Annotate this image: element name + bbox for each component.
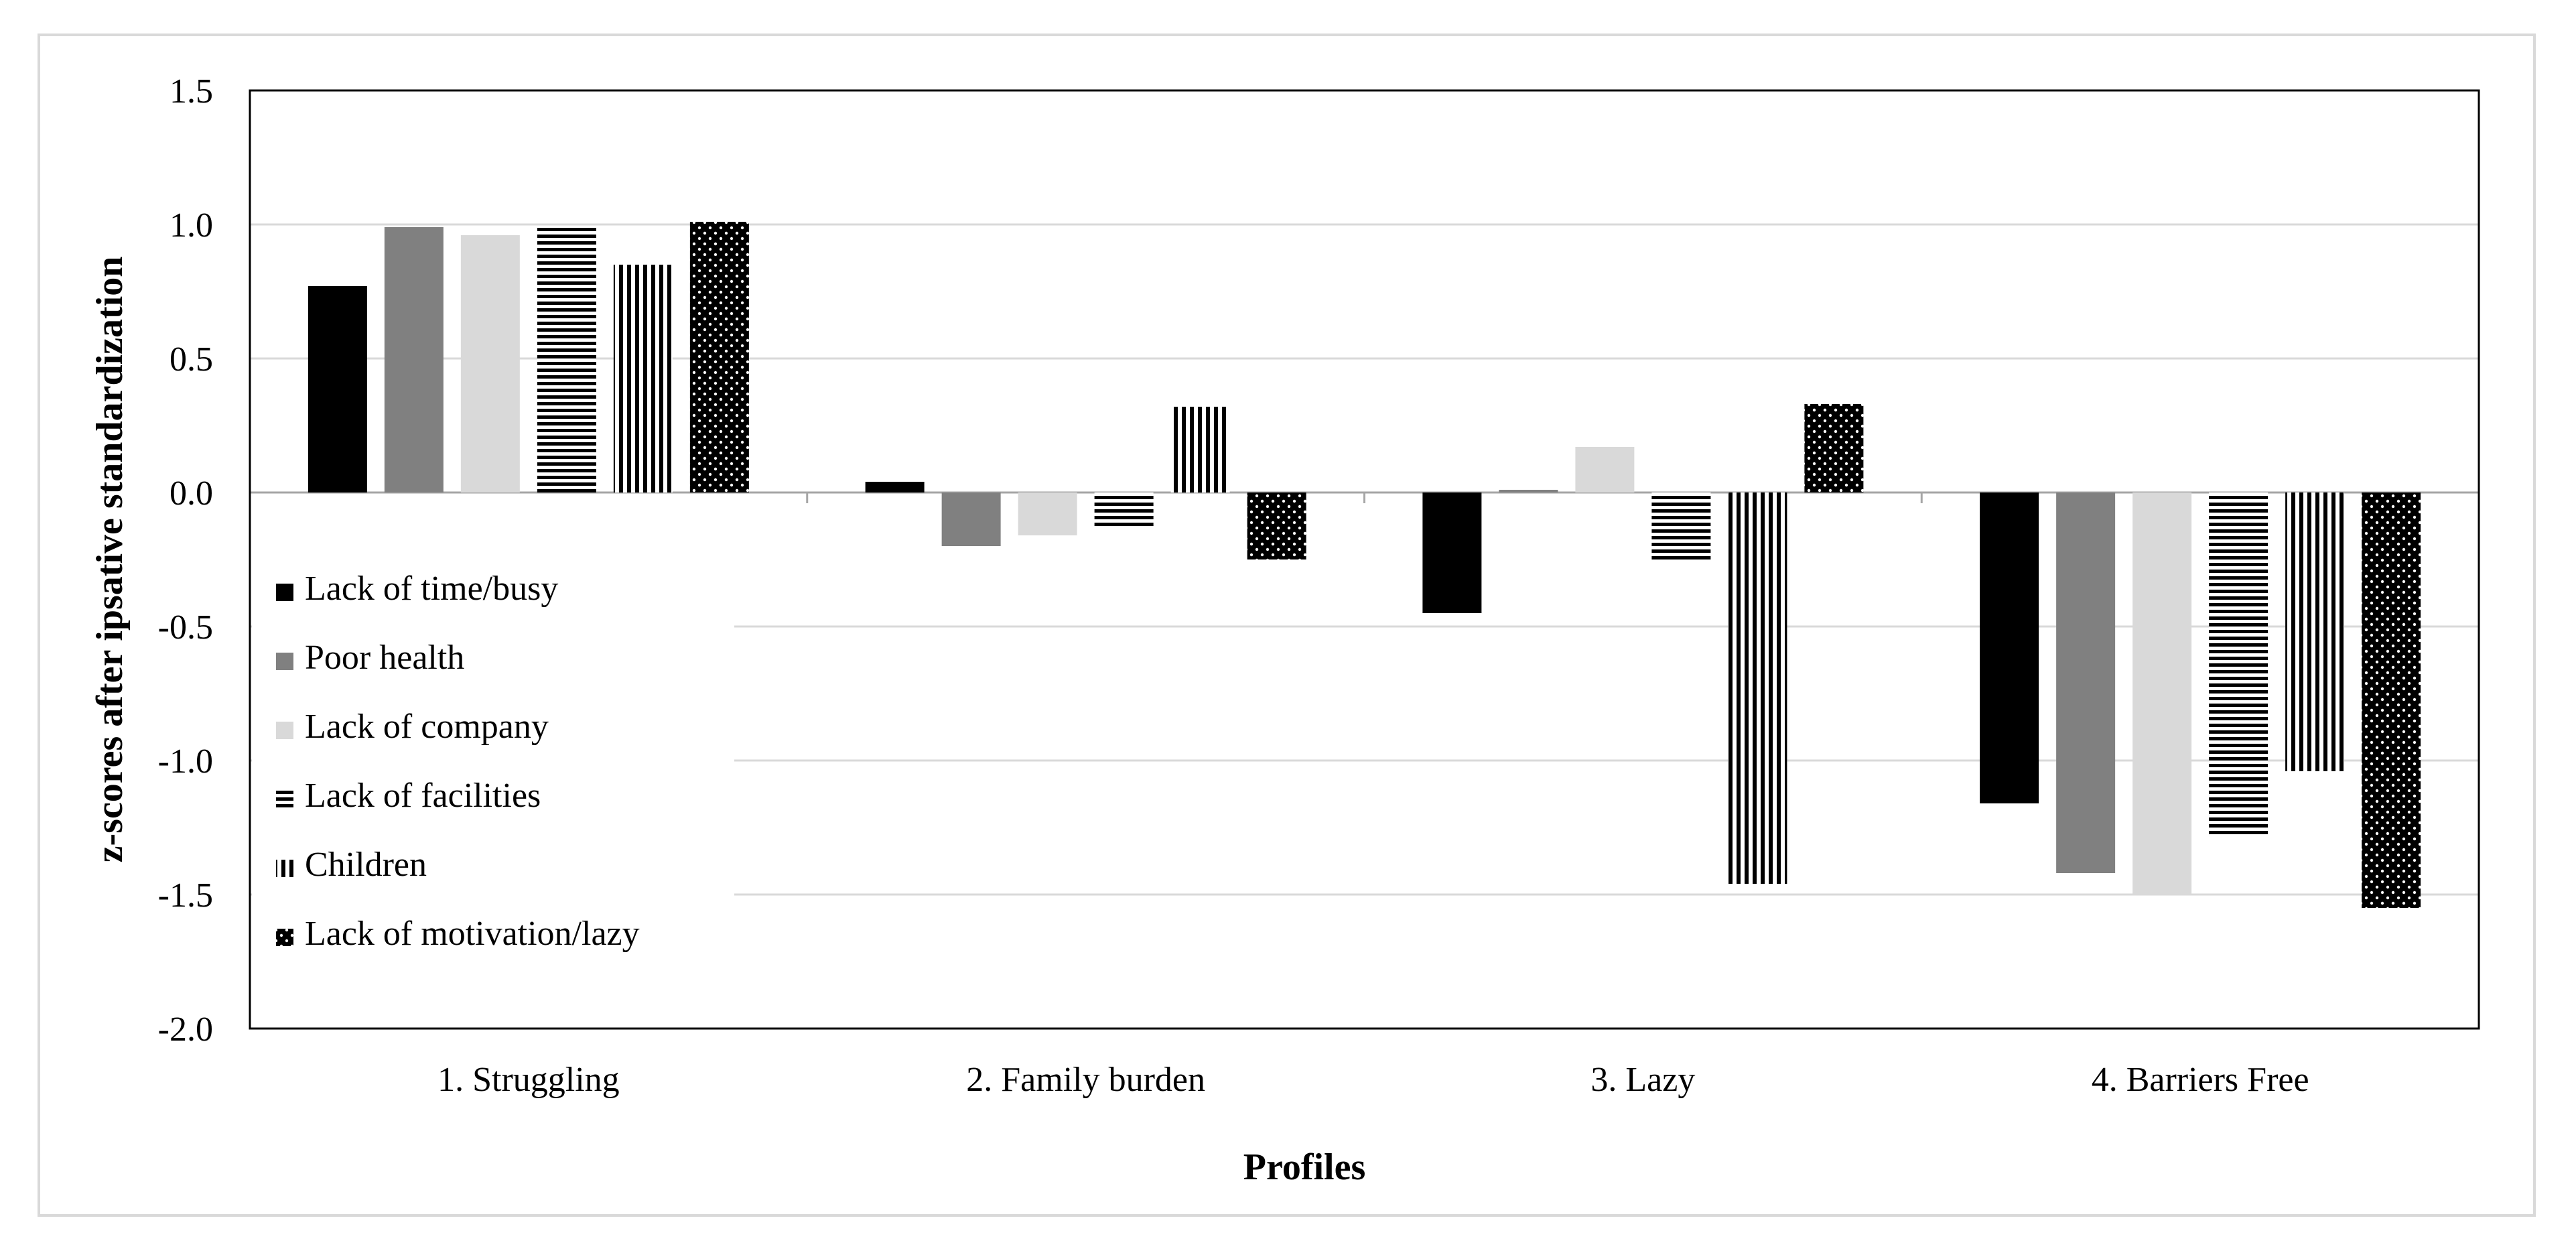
x-axis-ticks: 1. Struggling 2. Family burden 3. Lazy 4. B… bbox=[437, 492, 2309, 1099]
legend-box bbox=[252, 563, 734, 960]
bar bbox=[308, 286, 367, 492]
bar bbox=[537, 227, 596, 492]
legend-swatch bbox=[276, 929, 293, 946]
bar bbox=[1170, 407, 1230, 492]
y-tick-label: 1.0 bbox=[170, 206, 213, 245]
bar bbox=[460, 235, 520, 492]
bar bbox=[1575, 447, 1635, 492]
legend-label: Lack of company bbox=[305, 708, 549, 746]
y-tick-label: 0.5 bbox=[170, 340, 213, 379]
legend: Lack of time/busy Poor health Lack of comp… bbox=[276, 570, 640, 953]
legend-swatch bbox=[276, 653, 293, 670]
legend-label: Lack of facilities bbox=[305, 777, 541, 815]
y-tick-label: -1.0 bbox=[158, 742, 213, 781]
bar bbox=[1018, 492, 1077, 535]
y-tick-label: -1.5 bbox=[158, 876, 213, 915]
x-tick-label: 4. Barriers Free bbox=[2092, 1061, 2309, 1099]
plot-area-border bbox=[249, 89, 2480, 1030]
bars bbox=[308, 222, 2421, 908]
y-tick-label: 1.5 bbox=[170, 72, 213, 111]
legend-swatch bbox=[276, 860, 293, 877]
bar bbox=[865, 482, 925, 492]
bar bbox=[613, 265, 673, 492]
bar bbox=[1094, 492, 1154, 527]
bar bbox=[2209, 492, 2268, 836]
bar bbox=[2285, 492, 2345, 771]
legend-label: Lack of motivation/lazy bbox=[305, 915, 640, 953]
bar bbox=[384, 227, 444, 492]
y-axis-label: z-scores after ipsative standardization bbox=[89, 257, 131, 863]
x-axis-label: Profiles bbox=[1243, 1146, 1365, 1188]
x-tick-label: 3. Lazy bbox=[1590, 1061, 1695, 1099]
legend-label: Lack of time/busy bbox=[305, 570, 558, 608]
bar bbox=[1499, 490, 1558, 492]
bar bbox=[1980, 492, 2039, 803]
legend-swatch bbox=[276, 584, 293, 601]
bar bbox=[1728, 492, 1787, 884]
y-tick-label: -0.5 bbox=[158, 608, 213, 647]
x-tick-label: 2. Family burden bbox=[966, 1061, 1205, 1099]
y-axis-ticks: 1.5 1.0 0.5 0.0 -0.5 -1.0 -1.5 -2.0 bbox=[158, 72, 213, 1049]
legend-swatch bbox=[276, 791, 293, 808]
bar bbox=[2362, 492, 2421, 908]
bar bbox=[941, 492, 1001, 546]
y-tick-label: 0.0 bbox=[170, 474, 213, 513]
bar bbox=[1247, 492, 1306, 559]
bar bbox=[2132, 492, 2192, 895]
y-tick-label: -2.0 bbox=[158, 1010, 213, 1049]
bar bbox=[689, 222, 749, 492]
bar bbox=[1804, 404, 1864, 492]
legend-label: Poor health bbox=[305, 639, 464, 677]
legend-label: Children bbox=[305, 846, 427, 884]
legend-swatch bbox=[276, 722, 293, 739]
bar bbox=[1651, 492, 1711, 562]
bar bbox=[2056, 492, 2116, 873]
bar bbox=[1422, 492, 1482, 613]
x-tick-label: 1. Struggling bbox=[437, 1061, 620, 1099]
